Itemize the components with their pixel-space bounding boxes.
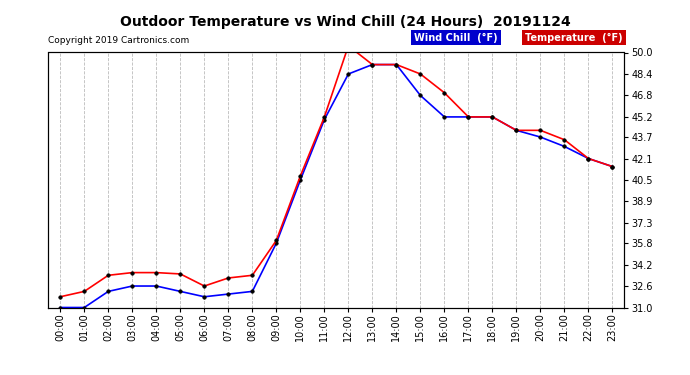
Text: Temperature  (°F): Temperature (°F) <box>525 33 623 42</box>
Text: Wind Chill  (°F): Wind Chill (°F) <box>414 33 497 42</box>
Text: Copyright 2019 Cartronics.com: Copyright 2019 Cartronics.com <box>48 36 190 45</box>
Text: Outdoor Temperature vs Wind Chill (24 Hours)  20191124: Outdoor Temperature vs Wind Chill (24 Ho… <box>119 15 571 29</box>
